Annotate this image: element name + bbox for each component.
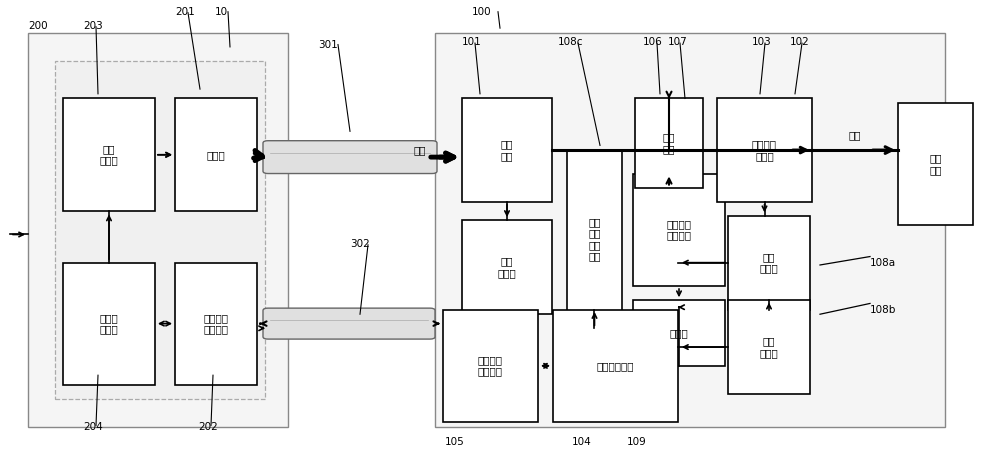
- Bar: [175, 98, 257, 211]
- Bar: [728, 216, 810, 310]
- Text: 第一电压
转换器: 第一电压 转换器: [752, 139, 777, 161]
- Bar: [63, 98, 155, 211]
- Text: 108c: 108c: [558, 37, 584, 47]
- Bar: [633, 174, 725, 286]
- Text: 302: 302: [350, 239, 370, 249]
- Text: 低通
滤波器: 低通 滤波器: [760, 336, 778, 358]
- Bar: [55, 61, 265, 399]
- Text: 100: 100: [472, 7, 492, 17]
- Text: 第一光通
信收发器: 第一光通 信收发器: [478, 355, 503, 377]
- Bar: [443, 310, 538, 422]
- Text: 电压计: 电压计: [670, 328, 688, 338]
- Text: 激光
驱动器: 激光 驱动器: [100, 144, 118, 166]
- Bar: [435, 33, 945, 427]
- Text: 101: 101: [462, 37, 482, 47]
- Text: 108b: 108b: [870, 304, 896, 315]
- Text: 203: 203: [83, 21, 103, 31]
- Bar: [63, 263, 155, 385]
- Text: 108a: 108a: [870, 257, 896, 268]
- Text: 200: 200: [28, 21, 48, 31]
- Bar: [462, 220, 552, 314]
- Bar: [175, 263, 257, 385]
- Bar: [728, 300, 810, 394]
- Text: 103: 103: [752, 37, 772, 47]
- Bar: [898, 103, 973, 225]
- Text: 107: 107: [668, 37, 688, 47]
- Bar: [635, 98, 703, 188]
- Text: 301: 301: [318, 39, 338, 50]
- Text: 105: 105: [445, 437, 465, 447]
- Text: 内部
电源
管理
模块: 内部 电源 管理 模块: [588, 217, 601, 262]
- Text: 光伏
模块: 光伏 模块: [501, 139, 513, 161]
- Text: 109: 109: [627, 437, 647, 447]
- Text: 106: 106: [643, 37, 663, 47]
- Text: 第一微控制器: 第一微控制器: [597, 361, 634, 371]
- Text: 104: 104: [572, 437, 592, 447]
- Text: 激光器: 激光器: [207, 150, 225, 160]
- Text: 102: 102: [790, 37, 810, 47]
- Text: 202: 202: [198, 422, 218, 432]
- Text: 开关
单元: 开关 单元: [663, 132, 675, 154]
- Text: 第二光通
信收发器: 第二光通 信收发器: [204, 313, 228, 334]
- Text: 201: 201: [175, 7, 195, 17]
- Bar: [717, 98, 812, 202]
- Text: 激光: 激光: [414, 145, 426, 155]
- Bar: [462, 98, 552, 202]
- Text: 传感
节点: 传感 节点: [929, 153, 942, 175]
- Bar: [28, 33, 288, 427]
- Text: 204: 204: [83, 422, 103, 432]
- Bar: [633, 300, 725, 366]
- Text: 10: 10: [215, 7, 228, 17]
- Text: 第二
功率计: 第二 功率计: [498, 257, 516, 278]
- FancyBboxPatch shape: [263, 308, 435, 339]
- Text: 电能: 电能: [849, 130, 861, 140]
- Bar: [567, 150, 622, 328]
- Text: 第一
功率计: 第一 功率计: [760, 252, 778, 273]
- FancyBboxPatch shape: [263, 141, 437, 174]
- Bar: [553, 310, 678, 422]
- Text: 第二微
处理器: 第二微 处理器: [100, 313, 118, 334]
- Text: 超级电容
储能模块: 超级电容 储能模块: [666, 219, 692, 241]
